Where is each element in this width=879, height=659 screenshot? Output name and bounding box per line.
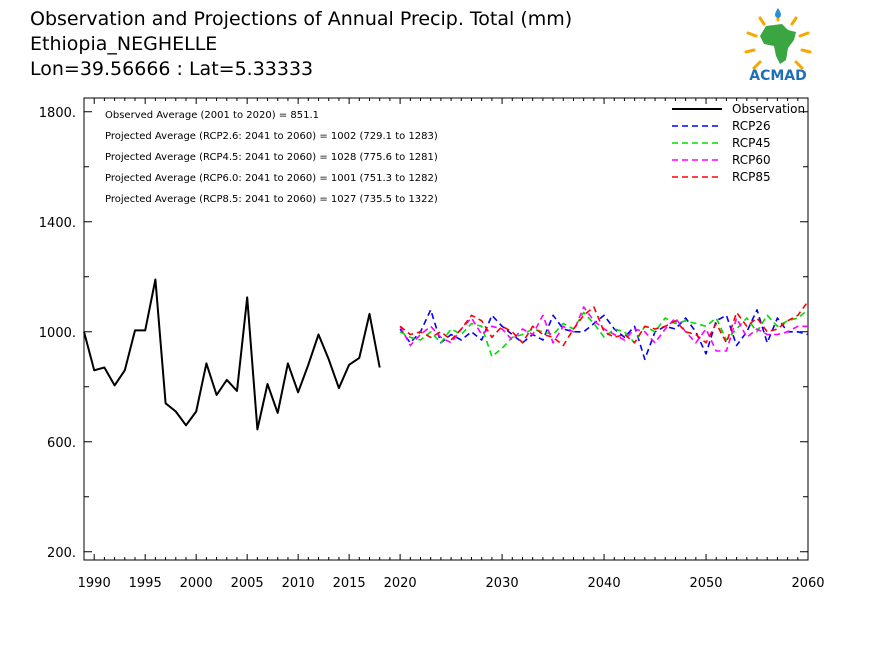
annotation-text: Projected Average (RCP8.5: 2041 to 2060)… (105, 194, 438, 205)
station-name: Ethiopia_NEGHELLE (30, 33, 218, 55)
legend-label-rcp45: RCP45 (732, 136, 771, 150)
x-tick-label: 2000 (180, 576, 213, 591)
x-tick-label: 1990 (78, 576, 111, 591)
y-tick-label: 1400. (39, 216, 76, 231)
annotations: Observed Average (2001 to 2020) = 851.1 P… (105, 110, 438, 205)
x-tick-label: 1995 (129, 576, 162, 591)
chart-title: Observation and Projections of Annual Pr… (30, 8, 573, 30)
y-tick-label: 600. (47, 436, 76, 451)
legend: Observation RCP26 RCP45 RCP60 RCP85 (672, 102, 805, 184)
x-tick-label: 2040 (588, 576, 621, 591)
annotation-text: Projected Average (RCP2.6: 2041 to 2060)… (105, 131, 438, 142)
annotation-text: Projected Average (RCP6.0: 2041 to 2060)… (105, 173, 438, 184)
annotation-text: Projected Average (RCP4.5: 2041 to 2060)… (105, 152, 438, 163)
y-tick-label: 200. (47, 546, 76, 561)
y-tick-label: 1000. (39, 326, 76, 341)
annotation-text: Observed Average (2001 to 2020) = 851.1 (105, 110, 319, 121)
logo-text: ACMAD (749, 68, 807, 84)
x-tick-label: 2050 (689, 576, 722, 591)
x-tick-label: 2060 (791, 576, 824, 591)
plot-area (83, 278, 809, 431)
series-line-rcp85 (399, 301, 809, 347)
plot-frame (83, 97, 809, 561)
africa-map-logo-icon: ACMAD (744, 8, 812, 84)
axes: 200. 600. 1000. 1400. 1800. 1990 1995 2000 2005 2… (39, 97, 825, 591)
series-line-rcp60 (399, 306, 808, 352)
legend-label-rcp26: RCP26 (732, 119, 771, 133)
x-tick-label: 2015 (333, 576, 366, 591)
series-line-rcp45 (399, 309, 809, 358)
legend-label-observation: Observation (732, 102, 805, 116)
series-line-rcp26 (399, 308, 809, 361)
x-tick-label: 2010 (282, 576, 315, 591)
x-tick-label: 2005 (231, 576, 264, 591)
y-tick-label: 1800. (39, 106, 76, 121)
x-tick-label: 2030 (486, 576, 519, 591)
series-line-observation (83, 278, 381, 431)
legend-label-rcp85: RCP85 (732, 170, 771, 184)
legend-label-rcp60: RCP60 (732, 153, 771, 167)
x-tick-label: 2020 (384, 576, 417, 591)
coordinates: Lon=39.56666 : Lat=5.33333 (30, 58, 314, 80)
acmad-logo: ACMAD (738, 8, 818, 84)
